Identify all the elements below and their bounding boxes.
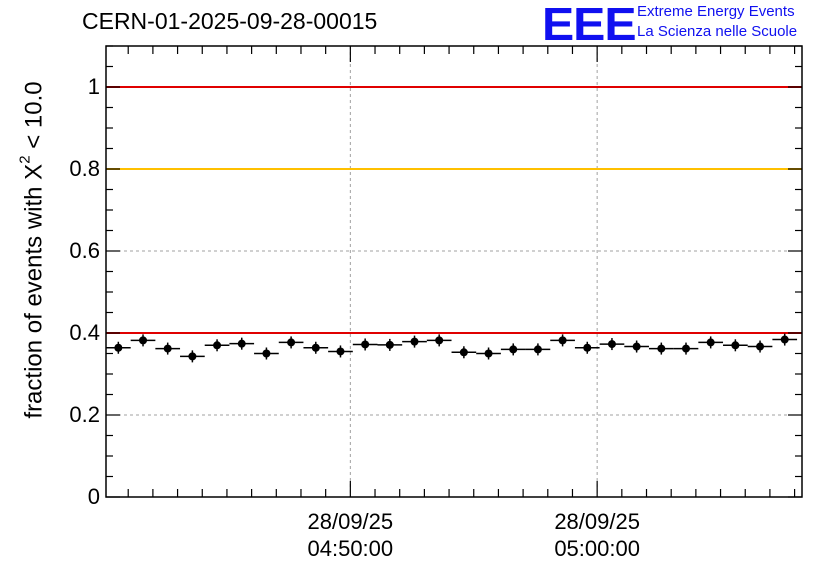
x-tick-label-date: 28/09/25: [307, 509, 394, 534]
x-tick-label-time: 05:00:00: [554, 536, 640, 561]
logo-line-1: Extreme Energy Events: [637, 3, 795, 20]
data-point: [459, 348, 468, 357]
logo-line-2: La Scienza nelle Scuole: [637, 23, 798, 40]
data-point: [484, 349, 493, 358]
data-point: [311, 343, 320, 352]
data-point: [139, 336, 148, 345]
data-point: [385, 340, 394, 349]
x-tick-label: 28/09/25 05:00:00: [527, 508, 667, 562]
data-point: [361, 340, 370, 349]
eee-logo: EEE Extreme Energy Events La Scienza nel…: [542, 0, 836, 50]
y-tick-label: 0.6: [69, 238, 100, 263]
data-point: [237, 339, 246, 348]
y-axis-label-sup: 2: [16, 155, 34, 164]
data-point: [336, 347, 345, 356]
data-point: [533, 345, 542, 354]
y-tick-label: 0.2: [69, 402, 100, 427]
x-tick-label-date: 28/09/25: [554, 509, 640, 534]
data-point: [583, 343, 592, 352]
plot-frame: [105, 45, 803, 498]
data-point: [163, 344, 172, 353]
eee-logo-mark: EEE: [542, 0, 637, 50]
data-point: [706, 338, 715, 347]
y-tick-label: 1: [87, 74, 100, 99]
data-point: [114, 343, 123, 352]
data-point: [287, 338, 296, 347]
data-point: [607, 340, 616, 349]
data-point: [657, 344, 666, 353]
chart-title: CERN-01-2025-09-28-00015: [82, 8, 378, 34]
x-tick-label-time: 04:50:00: [307, 536, 394, 561]
data-point: [509, 345, 518, 354]
data-point: [435, 336, 444, 345]
y-axis-label-prefix: fraction of events with X: [20, 163, 48, 419]
data-point: [558, 336, 567, 345]
data-point: [756, 342, 765, 351]
y-tick-label: 0: [87, 484, 100, 509]
data-point: [188, 352, 197, 361]
data-point: [780, 335, 789, 344]
y-tick-label: 0.4: [69, 320, 100, 345]
data-point: [682, 344, 690, 353]
data-point: [632, 342, 641, 351]
y-tick-label: 0.8: [69, 156, 100, 181]
x-tick-label: 28/09/25 04:50:00: [280, 508, 420, 562]
data-point: [410, 337, 419, 346]
data-point: [213, 341, 222, 350]
data-point: [731, 341, 740, 350]
data-point: [262, 349, 271, 358]
